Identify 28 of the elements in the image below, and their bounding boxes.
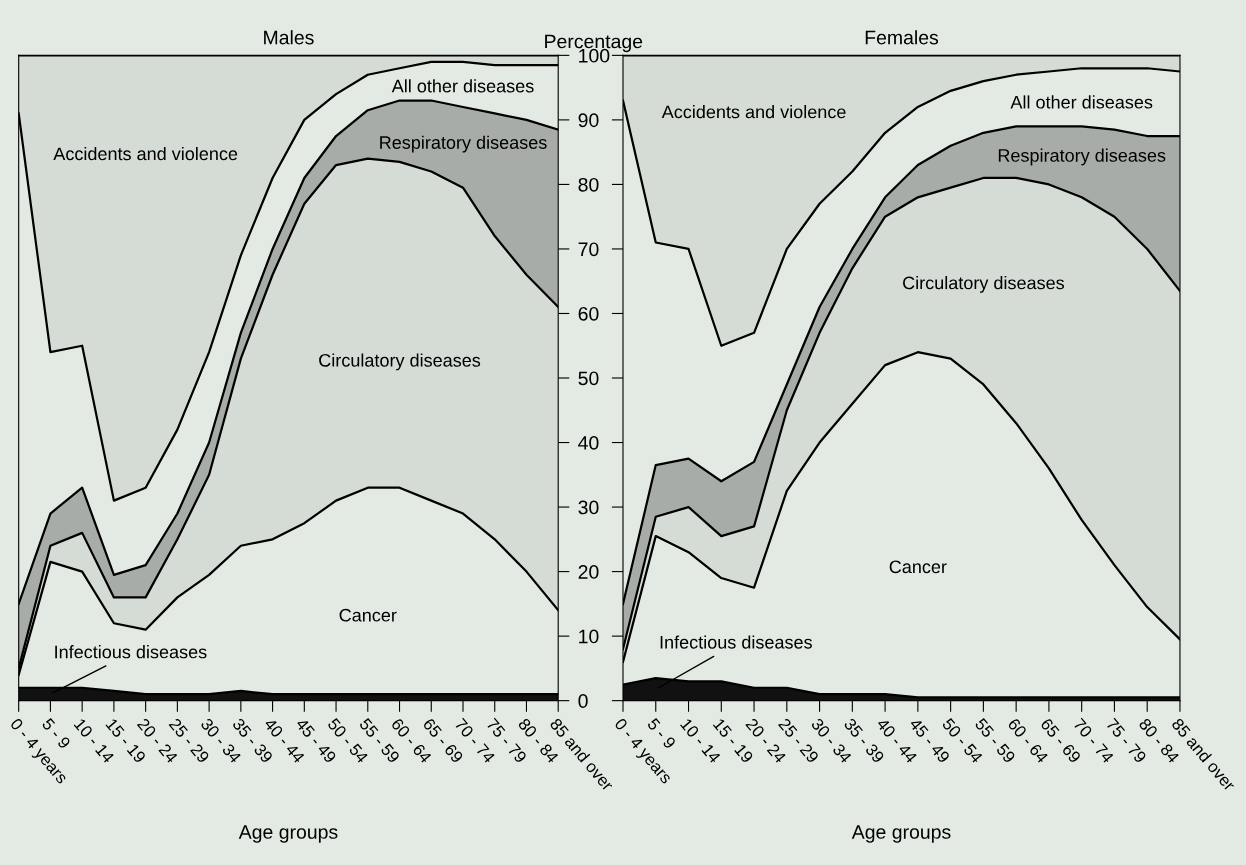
y-tick-label: 50 bbox=[578, 371, 599, 386]
series-label: Respiratory diseases bbox=[998, 148, 1166, 166]
y-tick-label: 90 bbox=[578, 113, 599, 128]
y-tick-label: 80 bbox=[578, 177, 599, 192]
series-label: Infectious diseases bbox=[55, 645, 207, 659]
y-tick-label: 70 bbox=[578, 242, 599, 257]
series-label: All other diseases bbox=[1010, 95, 1153, 109]
series-label: All other diseases bbox=[391, 79, 534, 93]
series-label: Circulatory diseases bbox=[319, 353, 481, 371]
x-axis-title: Age groups bbox=[238, 825, 338, 843]
series-label: Cancer bbox=[339, 608, 397, 622]
series-label: Respiratory diseases bbox=[380, 135, 547, 153]
y-tick-label: 0 bbox=[578, 694, 588, 708]
y-tick-label: 60 bbox=[578, 306, 599, 321]
x-tick-label: 5 - 9 bbox=[41, 717, 72, 750]
y-tick-label: 10 bbox=[579, 629, 599, 644]
series-label: Cancer bbox=[889, 560, 947, 574]
series-label: Circulatory diseases bbox=[903, 276, 1065, 293]
series-label: Accidents and violence bbox=[53, 146, 238, 161]
x-axis-title: Age groups bbox=[851, 825, 951, 843]
y-tick-label: 40 bbox=[578, 436, 599, 450]
series-label: Infectious diseases bbox=[660, 635, 812, 649]
y-tick-label: 30 bbox=[578, 500, 599, 515]
y-tick-label: 20 bbox=[578, 565, 599, 579]
chart-title: Females bbox=[865, 30, 939, 45]
chart-title: Males bbox=[264, 30, 314, 45]
x-tick-label: 5 - 9 bbox=[646, 717, 677, 750]
series-label: Accidents and violence bbox=[661, 105, 846, 119]
